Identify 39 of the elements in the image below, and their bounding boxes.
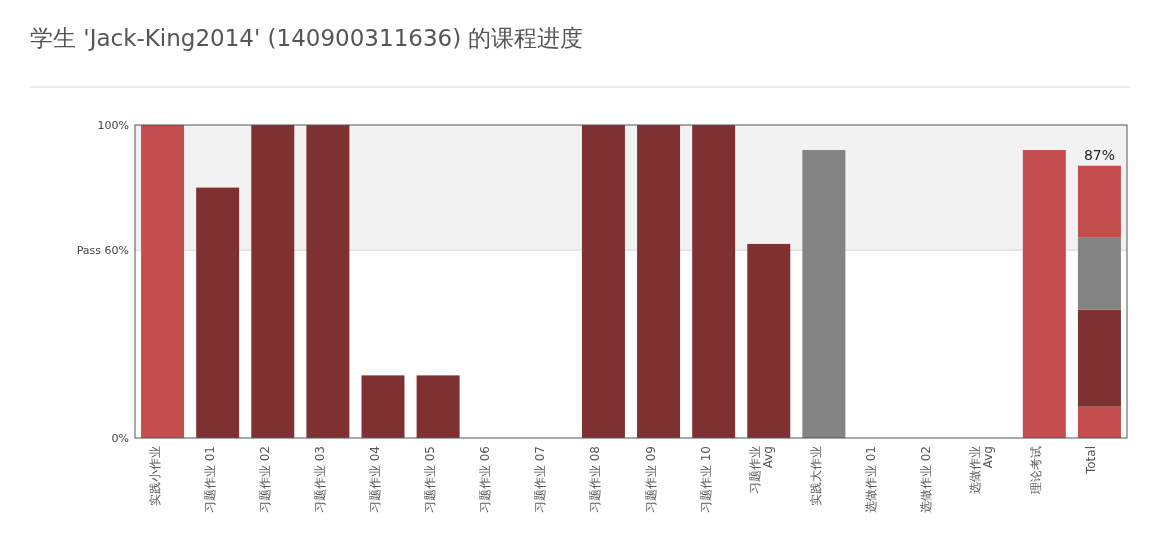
x-tick-label: 习题作业 Avg (747, 446, 775, 494)
bar (306, 125, 350, 438)
x-tick-label: 习题作业 06 (478, 446, 493, 514)
y-tick-label: Pass 60% (76, 244, 129, 258)
x-tick-label: 理论考试 (1029, 446, 1044, 494)
bar (141, 125, 185, 438)
x-tick-label: 习题作业 10 (698, 446, 713, 514)
bar (637, 125, 681, 438)
x-tick-label: 习题作业 03 (312, 446, 327, 514)
bar (692, 125, 736, 438)
x-tick-label: 选做作业 01 (864, 446, 878, 514)
bar (196, 187, 240, 438)
bar (1077, 237, 1121, 310)
x-tick-label: 选做作业 02 (919, 446, 934, 514)
bar (1022, 150, 1066, 438)
bar (747, 243, 791, 438)
total-label: 87% (1083, 146, 1116, 163)
x-tick-label: 习题作业 01 (202, 446, 217, 514)
x-tick-label: 习题作业 05 (423, 446, 438, 514)
chart-title: 学生 'Jack-King2014' (140900311636) 的课程进度 (30, 25, 584, 51)
bar (1077, 309, 1121, 407)
bar (581, 125, 625, 438)
x-tick-label: Total (1084, 446, 1099, 476)
bar (416, 375, 460, 438)
bar (1077, 165, 1121, 238)
bar (251, 125, 295, 438)
y-tick-label: 100% (97, 119, 129, 132)
x-tick-label: 习题作业 02 (257, 446, 272, 514)
x-tick-label: 实践小作业 (147, 446, 162, 506)
bar (1077, 406, 1121, 438)
x-tick-label: 习题作业 08 (588, 446, 603, 514)
y-tick-label: 0% (111, 432, 129, 445)
bar (802, 150, 846, 438)
x-tick-label: 习题作业 09 (643, 446, 658, 514)
bar (361, 375, 405, 438)
x-tick-label: 习题作业 07 (533, 446, 548, 514)
x-tick-label: 选做作业 Avg (968, 446, 996, 494)
x-tick-label: 实践大作业 (808, 446, 823, 506)
x-tick-label: 习题作业 04 (368, 446, 382, 514)
